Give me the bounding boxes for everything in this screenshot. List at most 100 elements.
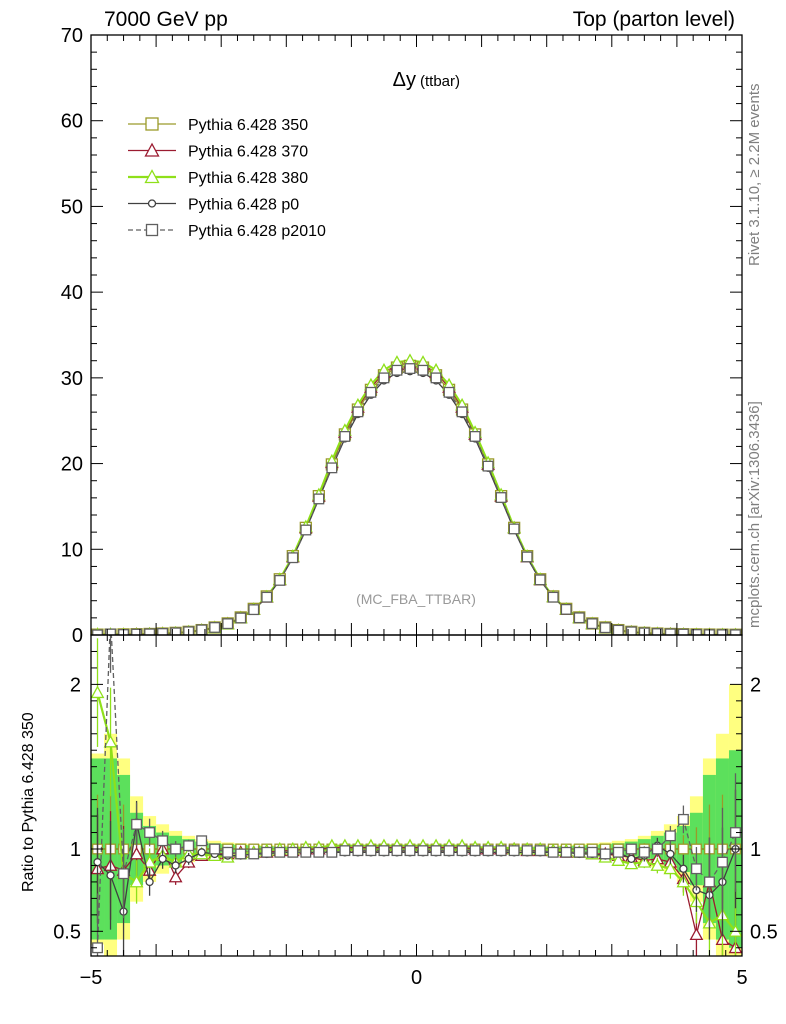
main-point-p2010 (677, 628, 689, 635)
ratio-point-p2010 (612, 846, 624, 858)
ratio-point-p2010 (313, 846, 325, 858)
ratio-point-p2010 (456, 845, 468, 857)
y-tick-label: 70 (61, 25, 83, 47)
main-point-p2010 (170, 627, 182, 635)
axis-ticks: 0 10 20 30 40 50 60 70 −5 0 5 0.5 0.5 1 1 2 2 (53, 25, 778, 989)
main-point-p2010 (222, 618, 234, 630)
main-point-p2010 (469, 430, 481, 442)
ratio-tick-label-left: 1 (70, 839, 81, 861)
legend-label-p2010: Pythia 6.428 p2010 (188, 223, 326, 240)
ratio-point-p2010 (469, 845, 481, 857)
main-point-p2010 (664, 628, 676, 635)
main-point-p2010 (586, 618, 598, 630)
ratio-point-s370 (129, 846, 144, 860)
ratio-point-s380 (611, 853, 626, 866)
main-point-p2010 (573, 612, 585, 624)
ratio-point-p2010 (287, 846, 299, 858)
ratio-point-s350 (677, 843, 689, 855)
main-point-p2010 (651, 628, 663, 635)
x-tick-label: 5 (736, 967, 747, 989)
ratio-point-p2010 (677, 813, 689, 825)
ratio-point-p2010 (521, 845, 533, 857)
main-point-p2010 (430, 372, 442, 384)
ratio-point-p2010 (196, 835, 208, 847)
main-point-p2010 (326, 462, 338, 474)
main-point-p2010 (547, 591, 559, 603)
ratio-point-p2010 (157, 835, 169, 847)
main-point-p2010 (157, 628, 169, 635)
ratio-point-p2010 (508, 845, 520, 857)
ratio-point-p2010 (638, 846, 650, 858)
ratio-point-p2010 (261, 846, 273, 858)
legend-label-s370: Pythia 6.428 370 (188, 144, 308, 161)
ratio-point-p2010 (404, 845, 416, 857)
main-point-p2010 (339, 430, 351, 442)
ratio-point-p2010 (209, 843, 221, 855)
ratio-point-p2010 (118, 868, 130, 880)
ratio-point-p0 (158, 854, 167, 864)
legend-label-s350: Pythia 6.428 350 (188, 117, 308, 134)
y-tick-label: 20 (61, 454, 83, 476)
ratio-bands (91, 684, 742, 956)
watermark: (MC_FBA_TTBAR) (356, 591, 476, 607)
legend: Pythia 6.428 350 Pythia 6.428 370 Pythia 6… (128, 117, 326, 240)
header-right: Top (parton level) (572, 8, 735, 31)
chart-title-sub: (ttbar) (420, 73, 460, 90)
ratio-point-p2010 (378, 845, 390, 857)
ratio-point-p2010 (482, 845, 494, 857)
ratio-point-p2010 (717, 856, 728, 868)
ratio-point-s380 (663, 861, 678, 875)
x-tick-label: −5 (80, 967, 103, 989)
ratio-point-s380 (637, 855, 652, 868)
main-point-p2010 (287, 552, 299, 564)
ratio-point-p2010 (534, 845, 546, 857)
ratio-point-p2010 (274, 846, 286, 858)
ratio-point-p0 (184, 854, 193, 864)
legend-marker-s350 (145, 117, 159, 131)
y-tick-label: 60 (61, 111, 83, 133)
ratio-point-p2010 (144, 827, 156, 838)
ratio-point-p0 (171, 861, 180, 870)
main-point-p2010 (534, 574, 546, 586)
ratio-point-p2010 (547, 846, 559, 858)
ratio-point-p2010 (248, 848, 260, 860)
ratio-point-p2010 (704, 876, 715, 888)
ratio-point-s370 (168, 869, 183, 883)
ratio-line-p2010 (96, 635, 737, 948)
legend-marker-p2010 (145, 223, 159, 237)
y-tick-label: 40 (61, 282, 83, 304)
ratio-point-p2010 (131, 818, 143, 830)
ratio-tick-label-right: 1 (750, 839, 761, 861)
main-point-p2010 (417, 364, 429, 376)
legend-marker-s370 (144, 142, 160, 157)
ratio-point-p2010 (599, 848, 611, 860)
ratio-point-s380 (142, 855, 157, 868)
ratio-point-p2010 (586, 846, 598, 858)
legend-marker-p0 (147, 199, 157, 208)
main-point-p2010 (456, 406, 468, 418)
main-point-p2010 (144, 628, 156, 635)
ratio-point-p2010 (339, 845, 351, 857)
y-tick-label: 0 (72, 625, 83, 647)
main-point-p2010 (391, 364, 403, 376)
ratio-line-s380 (96, 692, 737, 932)
y-tick-label: 30 (61, 368, 83, 390)
ratio-tick-label-left: 2 (70, 674, 81, 696)
header-left: 7000 GeV pp (104, 8, 228, 31)
ratio-point-p2010 (365, 845, 377, 857)
ratio-point-p2010 (690, 863, 702, 875)
main-point-p2010 (131, 628, 143, 635)
main-point-p2010 (248, 604, 260, 616)
ratio-frame (90, 634, 743, 957)
main-point-p2010 (443, 386, 455, 398)
ratio-point-p0 (666, 849, 675, 859)
ratio-point-p2010 (222, 846, 234, 858)
ratio-point-p0 (627, 854, 636, 864)
main-point-p2010 (404, 363, 416, 374)
ratio-point-p0 (93, 858, 102, 867)
x-tick-label: 0 (411, 967, 422, 989)
main-point-p2010 (378, 372, 390, 384)
legend-label-p0: Pythia 6.428 p0 (188, 197, 299, 214)
legend-label-s380: Pythia 6.428 380 (188, 170, 308, 187)
